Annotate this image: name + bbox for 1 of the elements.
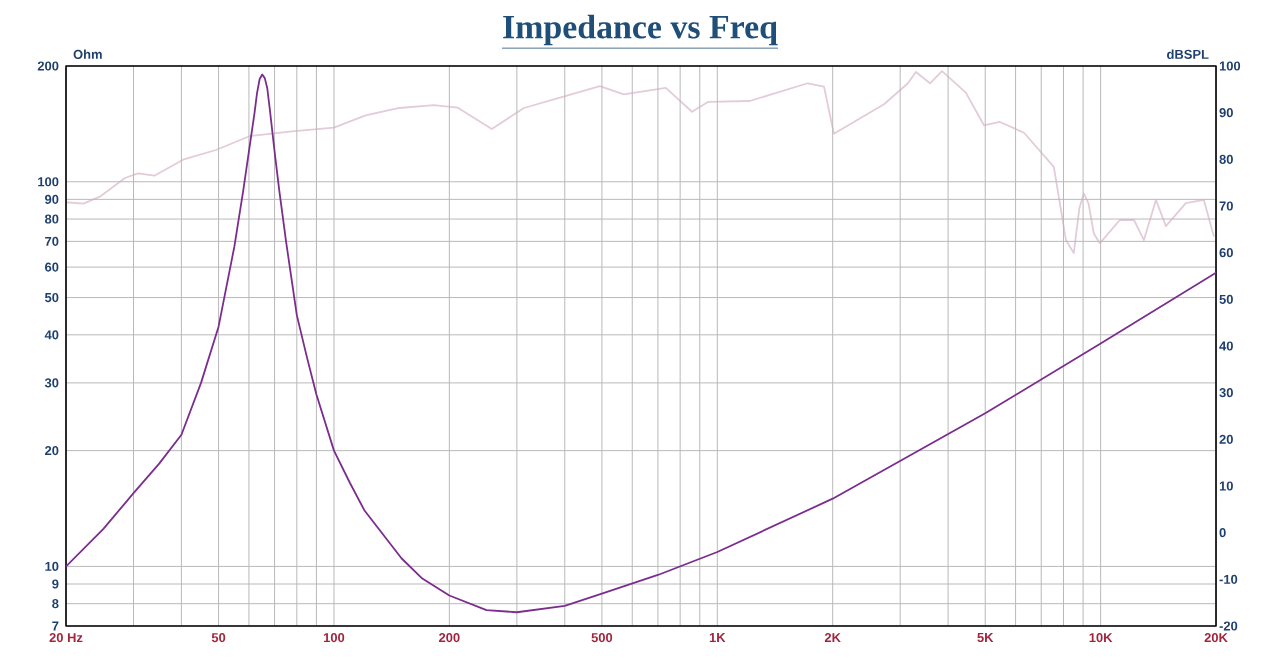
chart-title: Impedance vs Freq — [503, 14, 778, 46]
